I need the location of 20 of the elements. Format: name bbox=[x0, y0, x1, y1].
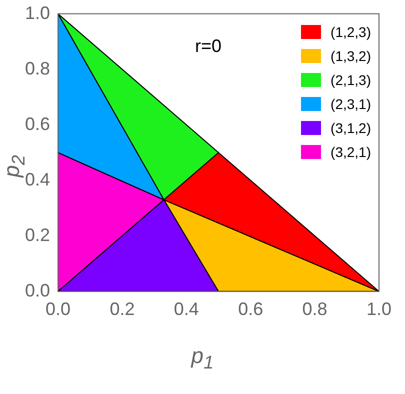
y-tick-label: 0.4 bbox=[24, 169, 50, 190]
annotation: r=0 bbox=[195, 36, 222, 57]
x-tick-label: 0.2 bbox=[110, 299, 135, 320]
y-tick-label: 0.8 bbox=[24, 58, 50, 78]
y-tick-label: 0.2 bbox=[24, 224, 50, 245]
legend-label: (1,2,3) bbox=[330, 24, 371, 40]
x-tick-label: 0.6 bbox=[238, 299, 264, 320]
legend-label: (3,1,2) bbox=[330, 120, 371, 136]
x-tick-label: 0.4 bbox=[174, 299, 199, 320]
x-tick-label: 1.0 bbox=[366, 299, 392, 320]
legend-label: (2,1,3) bbox=[330, 72, 371, 88]
y-tick-label: 0.6 bbox=[24, 114, 50, 134]
x-tick-label: 0.8 bbox=[302, 299, 328, 320]
legend-label: (1,3,2) bbox=[330, 48, 371, 64]
legend-label: (2,3,1) bbox=[330, 96, 371, 112]
legend-label: (3,2,1) bbox=[330, 144, 371, 160]
x-axis-title: p$_{1}$ bbox=[190, 343, 215, 374]
y-tick-label: 1.0 bbox=[24, 2, 50, 23]
x-tick-label: 0.0 bbox=[46, 299, 71, 320]
y-tick-label: 0.0 bbox=[24, 280, 50, 300]
